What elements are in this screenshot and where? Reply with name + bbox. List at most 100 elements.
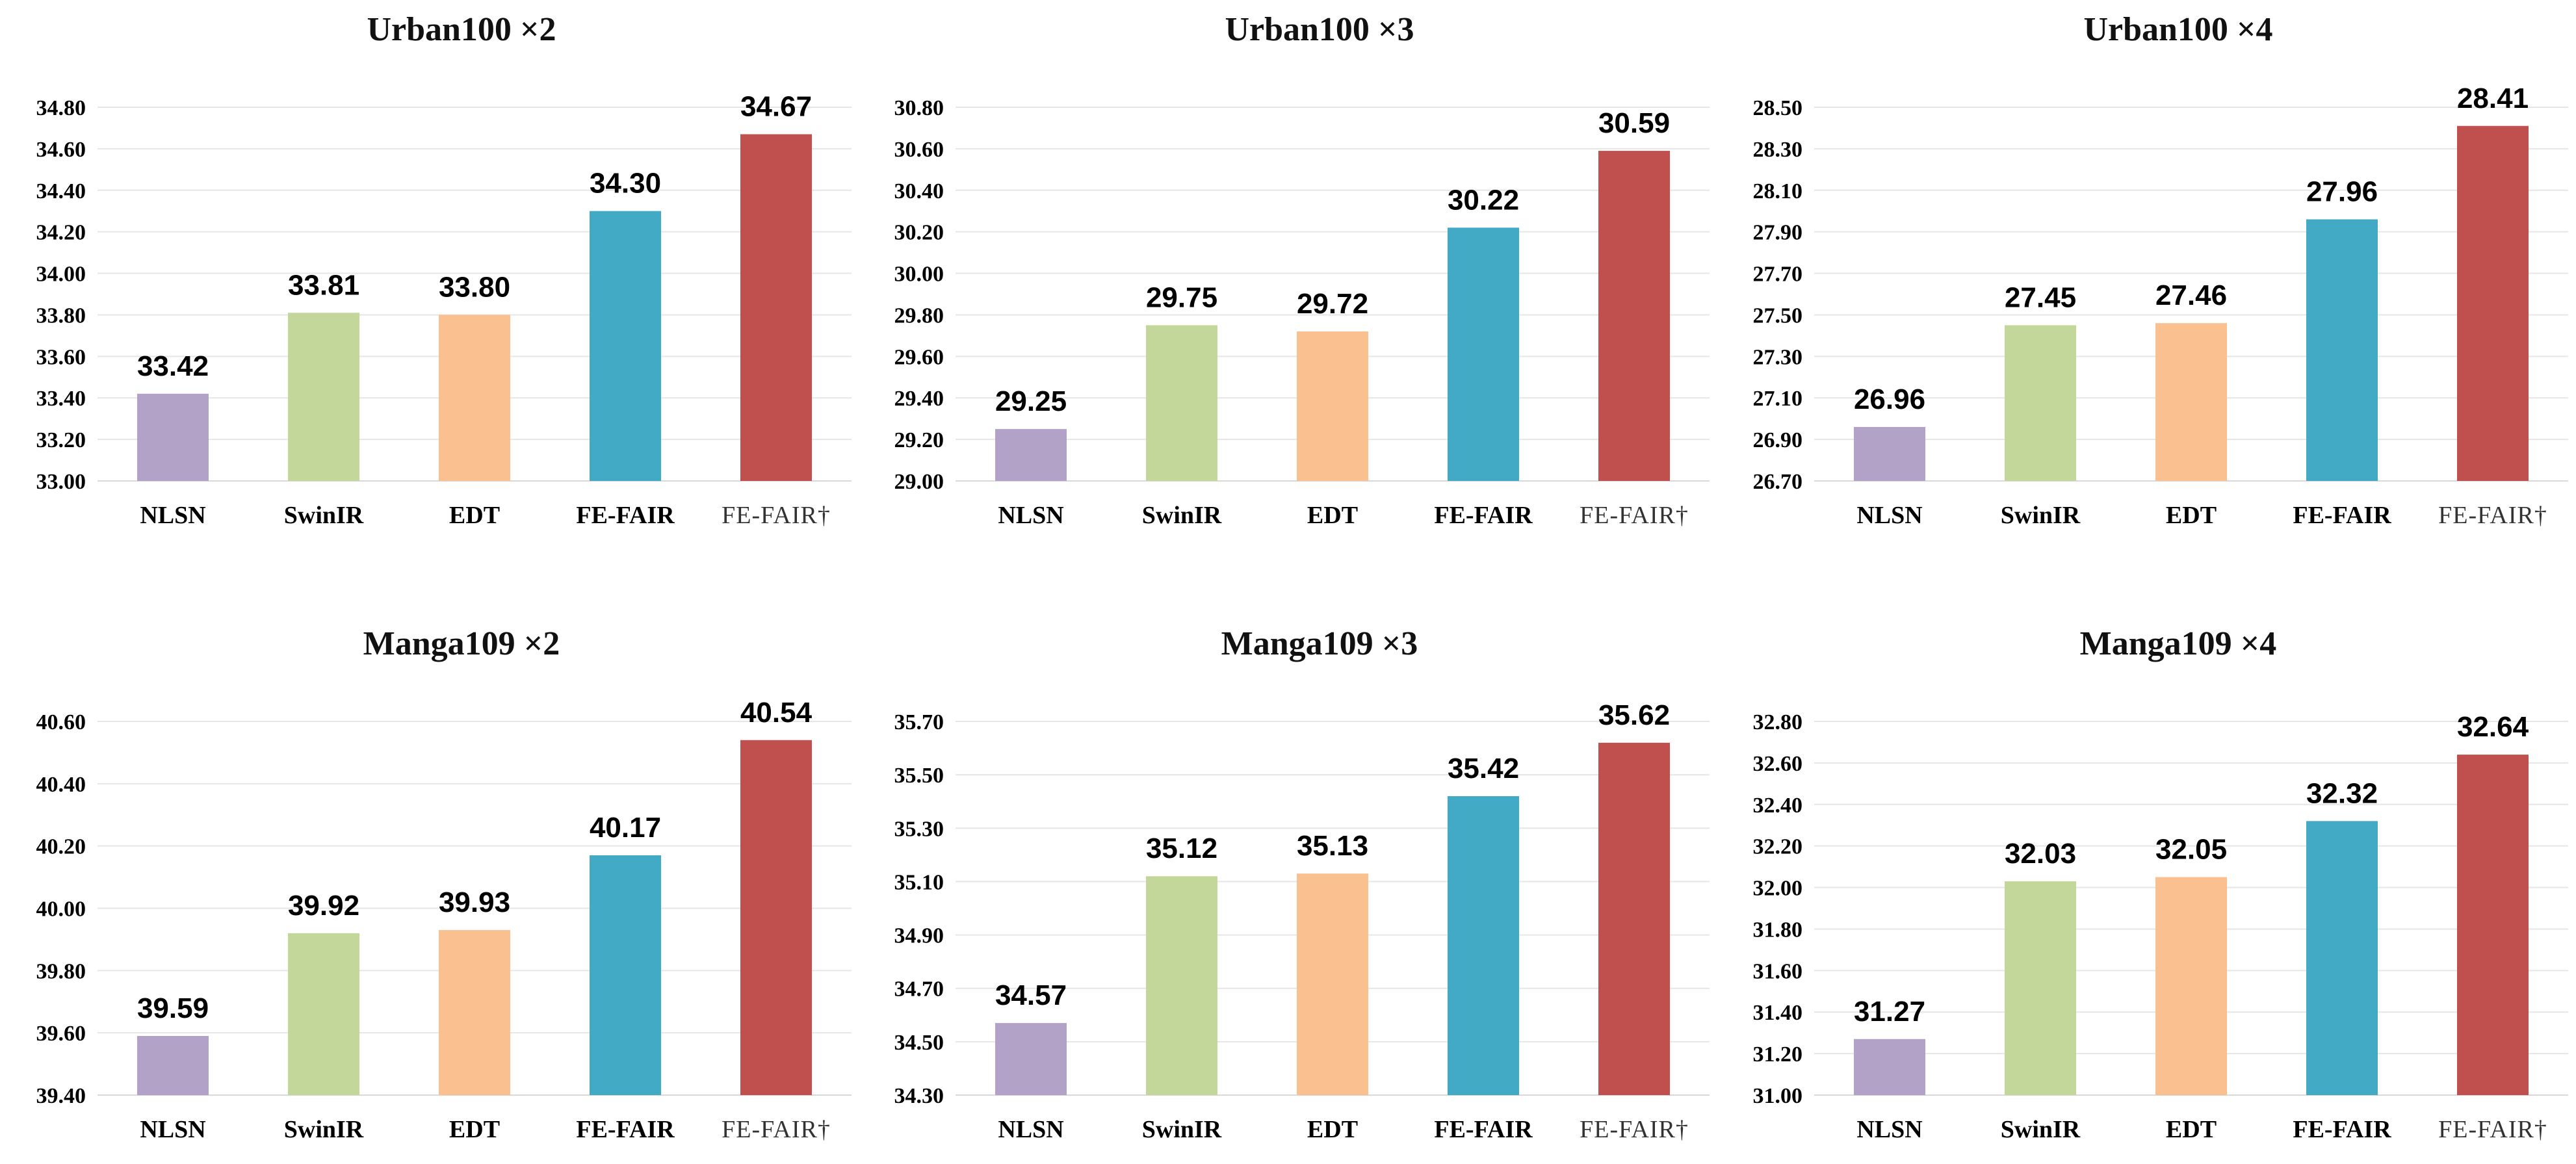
y-tick-label: 35.70 [894, 710, 944, 734]
data-label: 34.57 [995, 979, 1067, 1011]
x-category-label: FE-FAIR [576, 502, 675, 529]
bar-fe-fair [2457, 755, 2529, 1095]
y-tick-label: 40.60 [36, 710, 86, 734]
y-tick-label: 33.80 [36, 304, 86, 328]
chart-manga109-x3: Manga109 ×3 34.30 34.50 34.70 34.90 35.10 35.3… [858, 614, 1716, 1163]
chart-title: Manga109 ×3 [1221, 625, 1418, 662]
bar-edt [1297, 331, 1368, 481]
chart-title: Urban100 ×4 [2083, 11, 2272, 48]
y-tick-label: 32.40 [1753, 794, 1803, 818]
x-category-label: NLSN [1856, 502, 1922, 529]
data-label: 35.42 [1448, 753, 1519, 784]
x-category-label: EDT [449, 1116, 500, 1143]
y-tick-label: 34.30 [894, 1084, 944, 1108]
chart-title: Urban100 ×2 [367, 11, 556, 48]
y-tick-label: 31.00 [1753, 1084, 1803, 1108]
data-label: 27.45 [2005, 281, 2076, 313]
data-label: 29.72 [1297, 288, 1368, 320]
data-label: 29.75 [1146, 281, 1217, 313]
bar-edt [1297, 873, 1368, 1095]
y-tick-label: 30.20 [894, 221, 944, 245]
data-label: 32.64 [2457, 711, 2529, 743]
chart-svg: Urban100 ×4 26.70 26.90 27.10 27.30 27.50 27.7… [1753, 11, 2568, 529]
bar-swinir [2005, 881, 2076, 1095]
data-label: 31.27 [1854, 996, 1925, 1028]
y-tick-label: 34.80 [36, 96, 86, 120]
x-category-label: FE-FAIR† [1580, 1116, 1689, 1143]
bar-edt [2155, 877, 2227, 1095]
bar-fe-fair [2457, 125, 2529, 481]
bar-swinir [1146, 325, 1217, 481]
bar-fe-fair [2306, 219, 2378, 481]
y-tick-label: 35.30 [894, 817, 944, 841]
y-tick-label: 34.40 [36, 179, 86, 203]
y-tick-label: 34.00 [36, 263, 86, 287]
bar-fe-fair [1598, 742, 1670, 1095]
bar-fe-fair [590, 855, 661, 1095]
data-label: 27.96 [2306, 176, 2378, 208]
x-category-label: EDT [2166, 502, 2217, 529]
y-tick-label: 30.80 [894, 96, 944, 120]
y-tick-label: 31.20 [1753, 1042, 1803, 1067]
chart-svg: Manga109 ×3 34.30 34.50 34.70 34.90 35.10 35.3… [894, 625, 1710, 1143]
chart-svg: Manga109 ×4 31.00 31.20 31.40 31.60 31.80 32.0… [1753, 625, 2568, 1143]
y-tick-label: 33.00 [36, 470, 86, 494]
x-category-label: EDT [1307, 502, 1358, 529]
x-category-label: FE-FAIR [1434, 502, 1533, 529]
data-label: 32.03 [2005, 838, 2076, 870]
y-tick-label: 39.40 [36, 1084, 86, 1108]
y-tick-label: 40.20 [36, 835, 86, 859]
x-category-label: FE-FAIR† [2438, 502, 2547, 529]
y-tick-label: 30.40 [894, 179, 944, 203]
data-label: 30.59 [1598, 107, 1670, 139]
y-tick-label: 29.20 [894, 428, 944, 452]
y-tick-label: 35.10 [894, 870, 944, 894]
y-tick-label: 39.60 [36, 1022, 86, 1046]
chart-svg: Urban100 ×2 33.00 33.20 33.40 33.60 33.80 34.0… [36, 11, 852, 529]
y-tick-label: 28.30 [1753, 138, 1803, 162]
data-label: 27.46 [2155, 279, 2227, 311]
x-category-label: FE-FAIR† [2438, 1116, 2547, 1143]
y-tick-label: 40.40 [36, 773, 86, 797]
bar-edt [439, 315, 510, 481]
y-tick-label: 32.20 [1753, 835, 1803, 859]
y-tick-label: 35.50 [894, 764, 944, 788]
data-label: 35.62 [1598, 699, 1670, 731]
bar-nlsn [137, 1035, 209, 1095]
data-label: 32.05 [2155, 834, 2227, 866]
y-tick-label: 28.50 [1753, 96, 1803, 120]
chart-title: Urban100 ×3 [1225, 11, 1414, 48]
data-label: 33.80 [439, 271, 510, 303]
data-label: 35.13 [1297, 830, 1368, 862]
data-label: 33.42 [137, 350, 209, 382]
bar-fe-fair [740, 134, 812, 481]
y-tick-label: 29.60 [894, 345, 944, 369]
bar-nlsn [995, 1023, 1067, 1095]
bar-nlsn [1854, 426, 1925, 481]
y-tick-label: 31.40 [1753, 1001, 1803, 1025]
x-category-label: FE-FAIR [576, 1116, 675, 1143]
y-tick-label: 32.80 [1753, 710, 1803, 734]
x-category-label: EDT [2166, 1116, 2217, 1143]
bar-swinir [2005, 325, 2076, 481]
x-category-label: FE-FAIR [2293, 1116, 2391, 1143]
chart-urban100-x3: Urban100 ×3 29.00 29.20 29.40 29.60 29.80 30.0… [858, 0, 1716, 549]
y-tick-label: 28.10 [1753, 179, 1803, 203]
chart-svg: Manga109 ×2 39.40 39.60 39.80 40.00 40.20 40.4… [36, 625, 852, 1143]
y-tick-label: 26.90 [1753, 428, 1803, 452]
y-tick-label: 27.50 [1753, 304, 1803, 328]
y-tick-label: 40.00 [36, 898, 86, 922]
y-tick-label: 30.00 [894, 263, 944, 287]
y-tick-label: 39.80 [36, 959, 86, 983]
data-label: 28.41 [2457, 83, 2529, 114]
data-label: 29.25 [995, 385, 1067, 417]
data-label: 39.93 [439, 886, 510, 918]
x-category-label: SwinIR [2001, 502, 2081, 529]
bar-swinir [288, 933, 359, 1095]
x-category-label: EDT [1307, 1116, 1358, 1143]
y-tick-label: 26.70 [1753, 470, 1803, 494]
x-category-label: SwinIR [1142, 1116, 1222, 1143]
chart-urban100-x4: Urban100 ×4 26.70 26.90 27.10 27.30 27.50 27.7… [1717, 0, 2575, 549]
y-tick-label: 34.20 [36, 221, 86, 245]
y-tick-label: 27.30 [1753, 345, 1803, 369]
